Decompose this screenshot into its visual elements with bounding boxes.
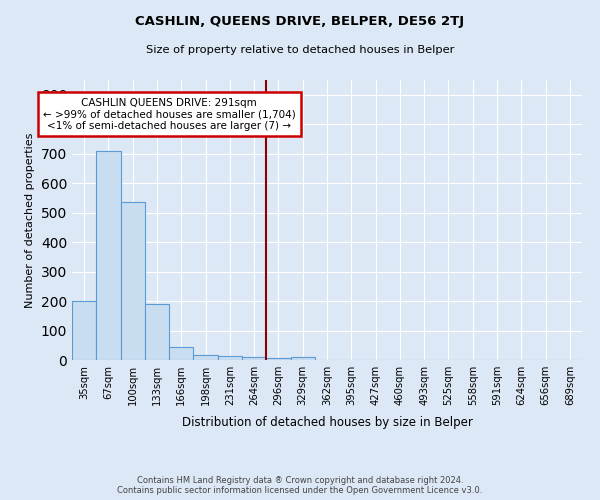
Text: Contains HM Land Registry data ® Crown copyright and database right 2024.
Contai: Contains HM Land Registry data ® Crown c…: [118, 476, 482, 495]
Text: CASHLIN QUEENS DRIVE: 291sqm
← >99% of detached houses are smaller (1,704)
<1% o: CASHLIN QUEENS DRIVE: 291sqm ← >99% of d…: [43, 98, 296, 131]
Text: Size of property relative to detached houses in Belper: Size of property relative to detached ho…: [146, 45, 454, 55]
Bar: [218, 356, 242, 360]
Bar: [96, 150, 121, 360]
Bar: [121, 202, 145, 360]
Y-axis label: Number of detached properties: Number of detached properties: [25, 132, 35, 308]
Bar: [266, 358, 290, 360]
Bar: [145, 304, 169, 360]
Bar: [193, 355, 218, 360]
Bar: [290, 357, 315, 360]
Bar: [242, 357, 266, 360]
Bar: [169, 346, 193, 360]
Text: CASHLIN, QUEENS DRIVE, BELPER, DE56 2TJ: CASHLIN, QUEENS DRIVE, BELPER, DE56 2TJ: [136, 15, 464, 28]
Bar: [72, 301, 96, 360]
X-axis label: Distribution of detached houses by size in Belper: Distribution of detached houses by size …: [182, 416, 472, 430]
